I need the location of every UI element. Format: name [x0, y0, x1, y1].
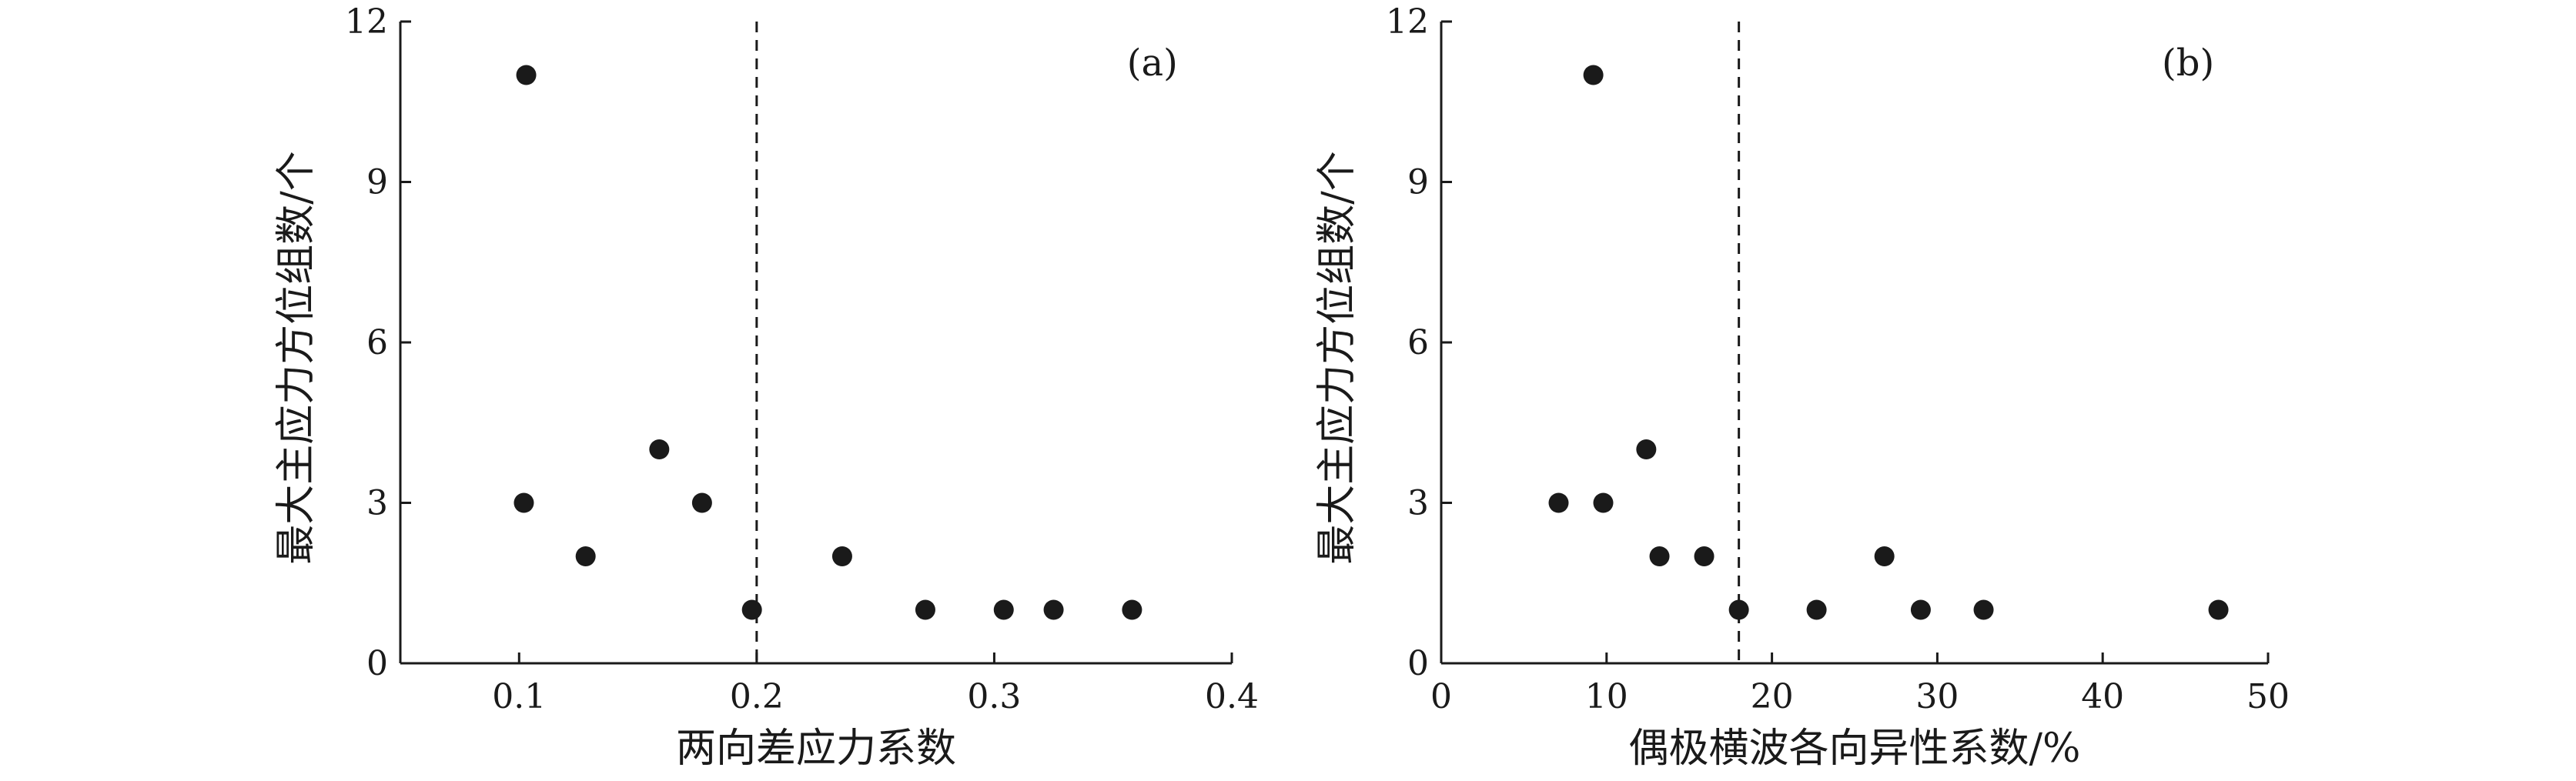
panel-a-x-tick-label: 0.3 [967, 677, 1021, 716]
panel-b-label: (b) [2162, 42, 2214, 85]
panel-a-data-point [691, 492, 712, 513]
panel-b-x-tick-label: 0 [1430, 677, 1452, 716]
panel-a-data-point [993, 599, 1014, 620]
panel-b-data-point [2208, 599, 2229, 620]
panel-a-y-tick-label: 12 [345, 2, 388, 42]
panel-b-y-tick-label: 12 [1386, 2, 1429, 42]
panel-a-x-tick-label: 0.4 [1205, 677, 1259, 716]
panel-a-y-tick-label: 3 [366, 484, 388, 523]
panel-a-data-point [575, 546, 596, 566]
panel-a-data-point [1043, 599, 1064, 620]
panel-b-x-tick-label: 20 [1751, 677, 1794, 716]
panel-a-data-point [649, 439, 670, 459]
panel-a-y-axis-label: 最大主应力方位组数/个 [273, 151, 319, 565]
panel-b-x-tick-label: 50 [2246, 677, 2290, 716]
panel-b-data-point [1874, 546, 1895, 566]
panel-a-data-point [915, 599, 935, 620]
panel-b-x-axis-label: 偶极横波各向异性系数/% [1629, 726, 2081, 772]
panel-b-data-point [1694, 546, 1715, 566]
panel-b-data-point [1583, 65, 1604, 85]
panel-b-y-axis-label: 最大主应力方位组数/个 [1314, 151, 1360, 565]
panel-b-data-point [1593, 492, 1614, 513]
panel-a-data-point [1122, 599, 1142, 620]
panel-b-data-point [1973, 599, 1994, 620]
panel-b-data-point [1806, 599, 1827, 620]
panel-b-data-point [1910, 599, 1931, 620]
panel-a-data-point [516, 65, 537, 85]
panel-b-data-point [1649, 546, 1670, 566]
panel-b-y-tick-label: 9 [1407, 163, 1429, 202]
panel-a-y-tick-label: 0 [366, 644, 388, 683]
panel-b-scatter-chart: 0 3 6 9 12 0 10 20 30 40 50 (b) 偶极横波各向异性系数/% 最大主应力方位组… [1314, 2, 2290, 772]
panel-a-label: (a) [1127, 42, 1178, 85]
panel-a-x-tick-label: 0.1 [492, 677, 546, 716]
panel-a-data-point [514, 492, 534, 513]
panel-b-y-tick-label: 3 [1407, 484, 1429, 523]
panel-a-data-point [831, 546, 852, 566]
panel-b-x-tick-label: 30 [1915, 677, 1959, 716]
panel-a-scatter-chart: 0 3 6 9 12 0.1 0.2 0.3 0.4 (a) 两向差应力系数 最大主应力方位组数/个 [273, 2, 1259, 772]
panel-a-y-tick-label: 9 [366, 163, 388, 202]
panel-b-x-tick-label: 40 [2081, 677, 2124, 716]
panel-b-y-tick-label: 6 [1407, 323, 1429, 362]
panel-a-x-axis-label: 两向差应力系数 [676, 726, 956, 772]
panel-b-x-tick-label: 10 [1585, 677, 1628, 716]
panel-a-data-point [741, 599, 762, 620]
panel-b-data-point [1728, 599, 1749, 620]
panel-b-y-tick-label: 0 [1407, 644, 1429, 683]
panel-a-x-tick-label: 0.2 [730, 677, 784, 716]
panel-b-data-point [1548, 492, 1569, 513]
panel-b-data-point [1636, 439, 1657, 459]
panel-a-y-tick-label: 6 [366, 323, 388, 362]
